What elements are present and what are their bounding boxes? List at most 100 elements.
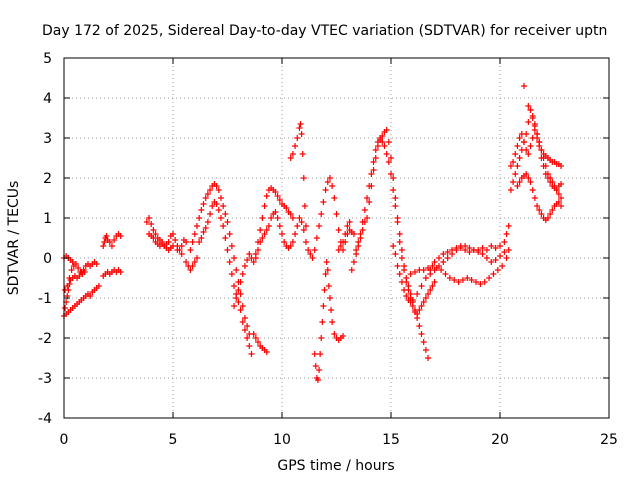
- data-point-marker: [438, 267, 445, 273]
- data-point-marker: [516, 179, 523, 185]
- data-point-marker: [324, 267, 331, 273]
- data-point-marker: [342, 231, 349, 237]
- data-point-marker: [103, 233, 110, 239]
- data-point-marker: [312, 363, 319, 369]
- data-point-marker: [497, 253, 503, 259]
- data-point-marker: [252, 335, 259, 341]
- data-point-marker: [470, 247, 477, 253]
- data-point-marker: [531, 123, 538, 129]
- data-point-marker: [300, 175, 307, 181]
- data-point-marker: [200, 201, 207, 207]
- data-point-marker: [486, 275, 493, 281]
- data-point-marker: [507, 163, 514, 169]
- data-point-marker: [414, 291, 421, 297]
- data-point-marker: [265, 223, 272, 229]
- y-tick-label: 2: [43, 171, 52, 187]
- data-point-marker: [483, 255, 490, 261]
- data-point-marker: [318, 211, 325, 217]
- y-tick-label: 5: [43, 51, 52, 67]
- data-point-marker: [416, 323, 423, 329]
- data-point-marker: [287, 211, 294, 217]
- data-point-marker: [355, 239, 362, 245]
- data-point-marker: [294, 223, 301, 229]
- data-point-marker: [311, 247, 318, 253]
- data-point-marker: [302, 239, 309, 245]
- data-point-marker: [505, 223, 512, 229]
- data-point-marker: [536, 207, 543, 213]
- data-point-marker: [527, 143, 534, 149]
- data-point-marker: [322, 271, 329, 277]
- data-point-marker: [241, 327, 248, 333]
- data-point-marker: [191, 259, 198, 265]
- data-point-marker: [405, 283, 412, 289]
- data-point-marker: [217, 195, 224, 201]
- data-point-marker: [479, 245, 486, 251]
- data-point-marker: [317, 351, 324, 357]
- data-point-marker: [213, 201, 220, 207]
- data-point-marker: [525, 103, 532, 109]
- data-point-marker: [444, 255, 451, 261]
- data-point-marker: [320, 199, 327, 205]
- data-point-marker: [239, 303, 246, 309]
- data-point-marker: [231, 303, 238, 309]
- data-point-marker: [143, 219, 150, 225]
- data-point-marker: [536, 143, 543, 149]
- data-point-marker: [228, 243, 235, 249]
- data-point-marker: [383, 127, 390, 133]
- data-point-marker: [451, 277, 458, 283]
- data-point-marker: [296, 125, 303, 131]
- data-point-marker: [257, 227, 264, 233]
- data-point-marker: [514, 183, 521, 189]
- data-point-marker: [289, 215, 296, 221]
- data-point-marker: [403, 293, 410, 299]
- data-point-marker: [297, 121, 304, 127]
- data-point-marker: [507, 187, 514, 193]
- data-point-marker: [287, 243, 294, 249]
- data-point-marker: [226, 259, 233, 265]
- data-point-marker: [558, 181, 565, 187]
- data-point-marker: [272, 189, 279, 195]
- data-point-marker: [501, 239, 508, 245]
- data-point-marker: [403, 275, 410, 281]
- data-point-marker: [466, 245, 473, 251]
- data-point-marker: [538, 155, 545, 161]
- data-point-marker: [302, 223, 309, 229]
- x-tick-label: 0: [60, 432, 69, 448]
- data-point-marker: [331, 195, 338, 201]
- data-point-marker: [259, 235, 266, 241]
- data-point-marker: [523, 147, 530, 153]
- data-point-marker: [364, 195, 371, 201]
- data-point-marker: [246, 251, 253, 257]
- data-point-marker: [193, 255, 200, 261]
- data-point-marker: [396, 231, 403, 237]
- data-point-marker: [346, 219, 353, 225]
- data-point-marker: [492, 245, 499, 251]
- data-point-marker: [95, 283, 102, 289]
- x-axis-label: GPS time / hours: [277, 458, 394, 474]
- data-point-marker: [187, 267, 194, 273]
- data-point-marker: [324, 179, 331, 185]
- y-tick-label: -2: [38, 331, 52, 347]
- data-point-marker: [520, 139, 527, 145]
- data-point-marker: [555, 199, 562, 205]
- data-point-marker: [418, 283, 425, 289]
- data-point-marker: [488, 243, 495, 249]
- data-point-marker: [87, 293, 94, 299]
- data-point-marker: [453, 245, 460, 251]
- data-point-marker: [276, 223, 283, 229]
- data-point-marker: [490, 271, 497, 277]
- data-point-marker: [529, 115, 536, 121]
- data-point-marker: [246, 343, 253, 349]
- data-point-marker: [100, 243, 107, 249]
- y-tick-label: -1: [38, 291, 52, 307]
- data-point-marker: [422, 347, 429, 353]
- data-point-marker: [390, 175, 397, 181]
- data-point-marker: [322, 187, 329, 193]
- data-point-marker: [431, 259, 438, 265]
- data-point-marker: [328, 307, 335, 313]
- data-point-marker: [319, 319, 326, 325]
- data-point-marker: [81, 269, 88, 275]
- data-point-marker: [503, 255, 510, 261]
- y-tick-label: -3: [38, 371, 52, 387]
